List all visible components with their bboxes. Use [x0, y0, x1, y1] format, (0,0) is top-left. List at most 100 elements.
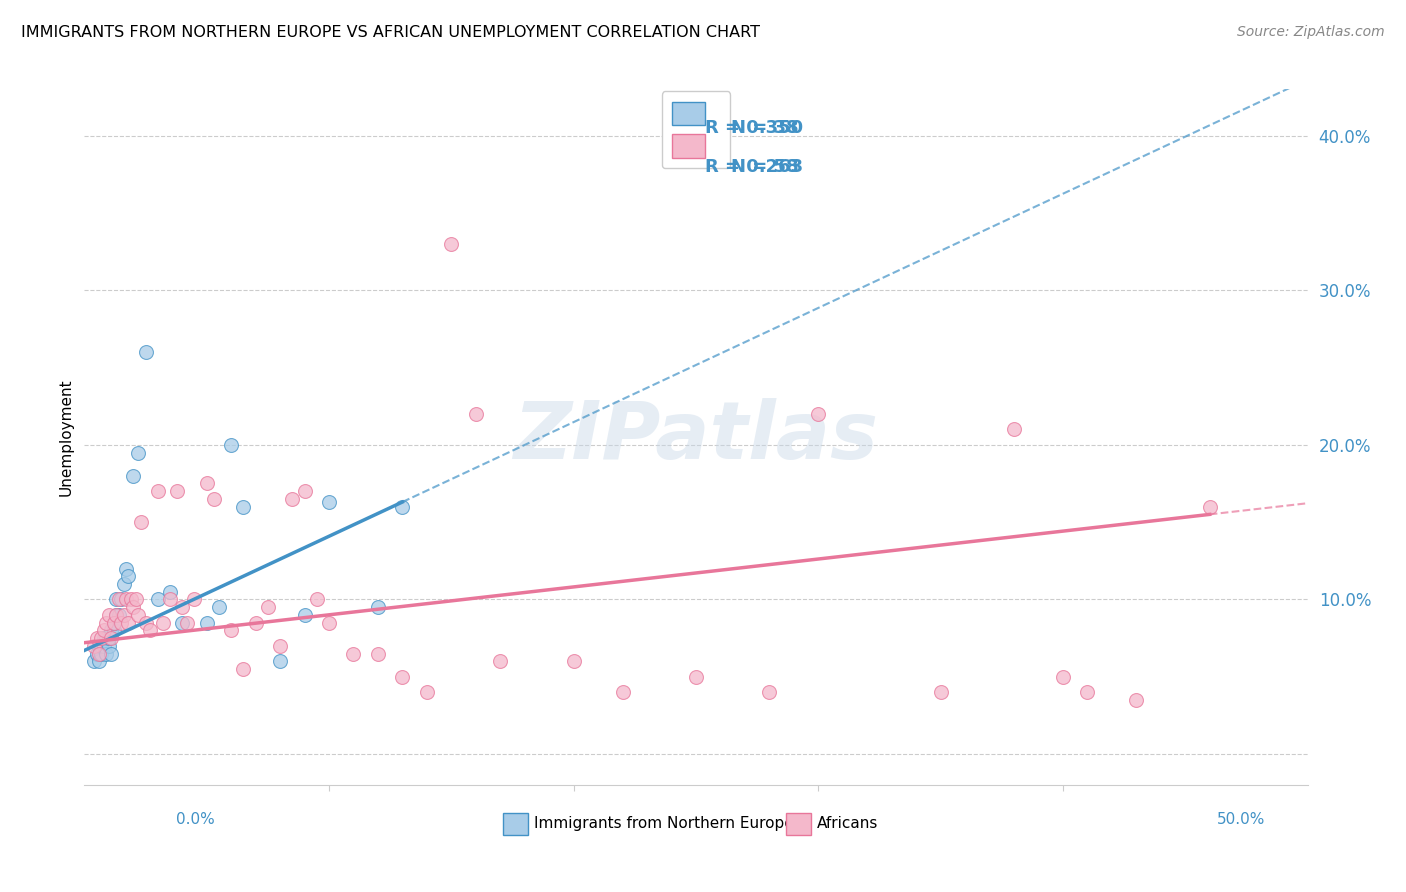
- Text: N = 58: N = 58: [731, 158, 799, 176]
- Point: [318, 615, 340, 630]
- Text: ZIPatlas: ZIPatlas: [513, 398, 879, 476]
- Point: [105, 592, 128, 607]
- Point: [758, 685, 780, 699]
- Text: Immigrants from Northern Europe: Immigrants from Northern Europe: [534, 816, 793, 831]
- Point: [122, 468, 145, 483]
- Point: [83, 654, 105, 668]
- Point: [100, 647, 122, 661]
- Point: [93, 639, 115, 653]
- Point: [117, 615, 139, 630]
- Point: [152, 615, 174, 630]
- Point: [195, 476, 218, 491]
- Point: [159, 584, 181, 599]
- Point: [176, 615, 198, 630]
- Point: [105, 607, 128, 622]
- Point: [139, 624, 162, 638]
- Point: [107, 607, 129, 622]
- Point: [117, 569, 139, 583]
- Point: [1198, 500, 1220, 514]
- Point: [120, 592, 142, 607]
- Point: [202, 491, 225, 506]
- Point: [96, 615, 118, 630]
- Point: [232, 500, 254, 514]
- Point: [269, 639, 291, 653]
- Point: [219, 438, 242, 452]
- Point: [1052, 670, 1074, 684]
- Point: [281, 491, 304, 506]
- Point: [172, 615, 194, 630]
- Point: [96, 631, 118, 645]
- Point: [166, 484, 188, 499]
- Point: [135, 615, 157, 630]
- Point: [172, 600, 194, 615]
- Point: [807, 407, 830, 421]
- Legend: , : ,: [662, 91, 730, 169]
- Point: [127, 445, 149, 459]
- Point: [929, 685, 952, 699]
- Point: [195, 615, 218, 630]
- Point: [90, 631, 112, 645]
- Point: [562, 654, 585, 668]
- Point: [103, 615, 125, 630]
- Text: R = 0.350: R = 0.350: [706, 120, 804, 137]
- Text: 0.0%: 0.0%: [176, 812, 215, 827]
- Point: [146, 484, 169, 499]
- Y-axis label: Unemployment: Unemployment: [58, 378, 73, 496]
- Text: 50.0%: 50.0%: [1218, 812, 1265, 827]
- Point: [367, 647, 389, 661]
- Point: [112, 607, 135, 622]
- Text: Source: ZipAtlas.com: Source: ZipAtlas.com: [1237, 25, 1385, 39]
- Point: [342, 647, 364, 661]
- Point: [135, 345, 157, 359]
- Point: [1076, 685, 1098, 699]
- Point: [110, 592, 132, 607]
- Point: [83, 639, 105, 653]
- Point: [97, 607, 120, 622]
- Point: [100, 624, 122, 638]
- Point: [127, 607, 149, 622]
- Point: [257, 600, 280, 615]
- Point: [115, 592, 138, 607]
- Point: [122, 600, 145, 615]
- Point: [110, 615, 132, 630]
- Point: [219, 624, 242, 638]
- Point: [93, 631, 115, 645]
- Text: IMMIGRANTS FROM NORTHERN EUROPE VS AFRICAN UNEMPLOYMENT CORRELATION CHART: IMMIGRANTS FROM NORTHERN EUROPE VS AFRIC…: [21, 25, 761, 40]
- Point: [318, 495, 340, 509]
- Point: [93, 624, 115, 638]
- Point: [97, 639, 120, 653]
- Point: [391, 500, 413, 514]
- Point: [440, 236, 463, 251]
- Point: [391, 670, 413, 684]
- Point: [245, 615, 267, 630]
- Point: [125, 592, 148, 607]
- Point: [294, 607, 316, 622]
- Point: [464, 407, 486, 421]
- Point: [107, 592, 129, 607]
- Point: [685, 670, 707, 684]
- Point: [96, 647, 118, 661]
- Point: [87, 654, 110, 668]
- Point: [159, 592, 181, 607]
- Point: [489, 654, 512, 668]
- Point: [103, 624, 125, 638]
- Point: [1125, 693, 1147, 707]
- Point: [183, 592, 205, 607]
- Text: R = 0.263: R = 0.263: [706, 158, 804, 176]
- Point: [97, 631, 120, 645]
- Point: [305, 592, 328, 607]
- Point: [294, 484, 316, 499]
- Point: [115, 561, 138, 575]
- Point: [112, 577, 135, 591]
- Point: [90, 639, 112, 653]
- Text: Africans: Africans: [817, 816, 879, 831]
- Point: [100, 631, 122, 645]
- Point: [208, 600, 231, 615]
- Point: [129, 515, 152, 529]
- Point: [86, 647, 108, 661]
- Point: [1002, 422, 1025, 436]
- Point: [103, 615, 125, 630]
- Point: [87, 647, 110, 661]
- Point: [232, 662, 254, 676]
- Point: [146, 592, 169, 607]
